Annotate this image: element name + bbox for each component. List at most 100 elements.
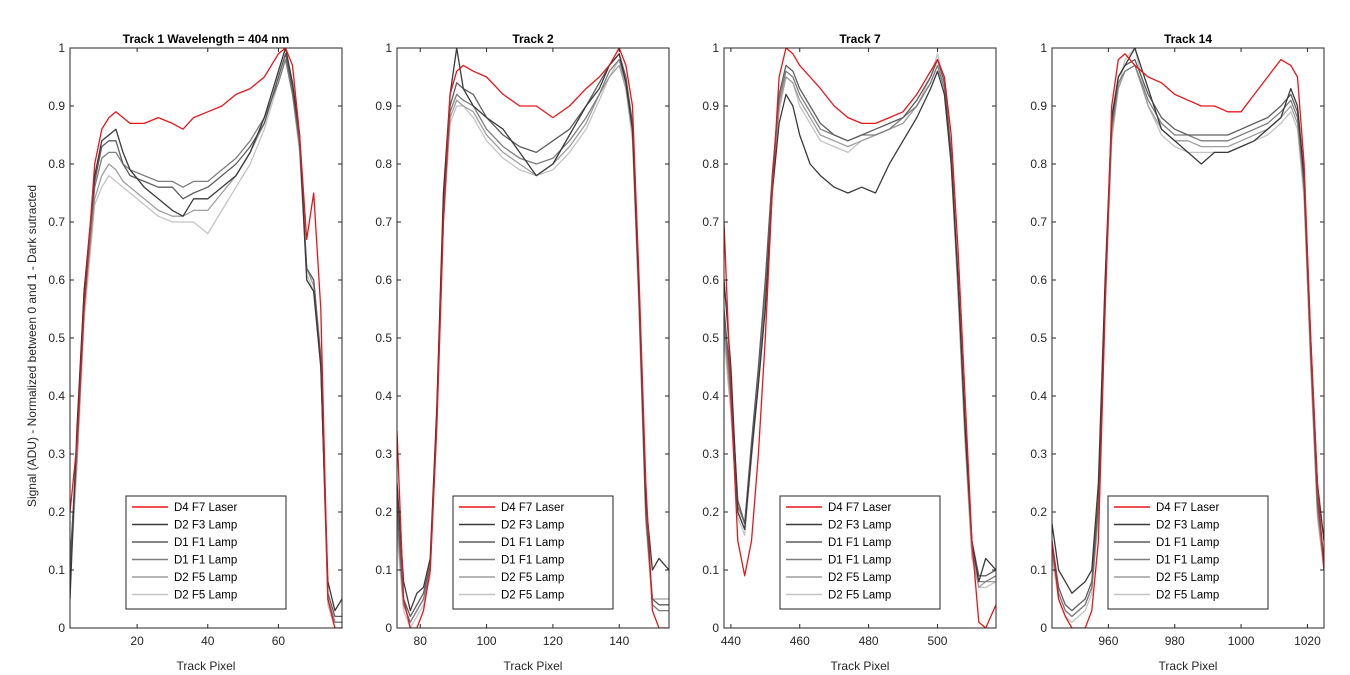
x-tick-label: 480 (859, 634, 879, 648)
series-group (397, 48, 669, 628)
legend-label: D2 F3 Lamp (1156, 520, 1219, 532)
y-tick-label: 0.4 (1030, 389, 1047, 403)
x-axis-label: Track Pixel (831, 659, 890, 673)
series-group (70, 48, 342, 628)
series-line-6 (70, 58, 342, 628)
series-line-4 (1052, 64, 1324, 618)
x-tick-label: 60 (272, 634, 286, 648)
x-tick-label: 1000 (1228, 634, 1255, 648)
series-line-1 (724, 48, 996, 628)
series-group (724, 48, 996, 628)
legend-label: D4 F7 Laser (501, 502, 564, 514)
y-tick-label: 0.8 (48, 157, 65, 171)
legend-label: D1 F1 Lamp (174, 555, 237, 567)
y-tick-label: 0.4 (702, 389, 719, 403)
series-line-1 (70, 48, 342, 628)
y-tick-label: 0.4 (48, 389, 65, 403)
series-group (1052, 48, 1324, 628)
x-tick-label: 40 (201, 634, 215, 648)
x-tick-label: 120 (543, 634, 563, 648)
legend-label: D2 F5 Lamp (1156, 590, 1219, 602)
legend-box (125, 495, 287, 610)
x-tick-label: 460 (790, 634, 810, 648)
y-tick-label: 1 (712, 41, 719, 55)
legend-box (452, 495, 614, 610)
panel-title: Track 14 (1164, 32, 1212, 46)
y-tick-label: 0.8 (1030, 157, 1047, 171)
y-tick-label: 0.5 (702, 331, 719, 345)
legend-box (779, 495, 941, 610)
x-tick-label: 440 (721, 634, 741, 648)
y-tick-label: 0.8 (375, 157, 392, 171)
y-tick-label: 0.7 (702, 215, 719, 229)
series-line-2 (397, 48, 669, 612)
x-axis-label: Track Pixel (504, 659, 563, 673)
figure-ylabel: Signal (ADU) - Normalized between 0 and … (25, 185, 39, 507)
y-tick-label: 0.1 (702, 563, 719, 577)
series-line-2 (70, 48, 342, 612)
x-tick-label: 140 (609, 634, 629, 648)
legend-label: D2 F3 Lamp (174, 520, 237, 532)
panel-4: 0 0.1 0.2 0.3 0.4 0.5 0.6 0.7 0.8 0.9 1 960 980 1000 1… (1030, 32, 1325, 673)
x-axis-label: Track Pixel (177, 659, 236, 673)
y-tick-label: 0.6 (375, 273, 392, 287)
y-tick-label: 0.6 (702, 273, 719, 287)
series-line-1 (1052, 53, 1324, 628)
y-tick-label: 0 (385, 621, 392, 635)
legend-label: D2 F5 Lamp (174, 572, 237, 584)
legend: D4 F7 Laser D2 F3 Lamp D1 F1 Lamp D1 F1 Lam… (452, 495, 614, 610)
legend-label: D2 F5 Lamp (501, 572, 564, 584)
y-tick-label: 0.5 (375, 331, 392, 345)
legend-label: D2 F5 Lamp (501, 590, 564, 602)
legend-label: D1 F1 Lamp (501, 555, 564, 567)
y-tick-label: 0.2 (1030, 505, 1047, 519)
legend-label: D4 F7 Laser (828, 502, 891, 514)
panel-2: 0 0.1 0.2 0.3 0.4 0.5 0.6 0.7 0.8 0.9 1 80 100 120 140… (375, 32, 670, 673)
y-tick-label: 1 (1040, 41, 1047, 55)
x-axis-label: Track Pixel (1159, 659, 1218, 673)
legend-label: D4 F7 Laser (174, 502, 237, 514)
y-tick-label: 0.9 (375, 99, 392, 113)
legend-label: D1 F1 Lamp (828, 537, 891, 549)
y-tick-label: 0.5 (1030, 331, 1047, 345)
legend-label: D2 F5 Lamp (828, 590, 891, 602)
x-tick-label: 500 (927, 634, 947, 648)
panel-title: Track 7 (839, 32, 881, 46)
y-tick-label: 0.6 (48, 273, 65, 287)
series-line-6 (1052, 48, 1324, 623)
series-line-2 (724, 70, 996, 583)
y-tick-label: 0.1 (48, 563, 65, 577)
legend-label: D4 F7 Laser (1156, 502, 1219, 514)
y-tick-label: 0 (58, 621, 65, 635)
panel-1: 0 0.1 0.2 0.3 0.4 0.5 0.6 0.7 0.8 0.9 1 20 40 60 Track… (48, 32, 343, 673)
legend: D4 F7 Laser D2 F3 Lamp D1 F1 Lamp D1 F1 Lam… (779, 495, 941, 610)
y-tick-label: 0.6 (1030, 273, 1047, 287)
x-tick-label: 980 (1165, 634, 1185, 648)
y-tick-label: 0.2 (702, 505, 719, 519)
y-tick-label: 0.3 (702, 447, 719, 461)
y-tick-label: 0.1 (1030, 563, 1047, 577)
legend: D4 F7 Laser D2 F3 Lamp D1 F1 Lamp D1 F1 Lam… (1107, 495, 1269, 610)
legend-label: D2 F5 Lamp (828, 572, 891, 584)
legend-label: D2 F3 Lamp (501, 520, 564, 532)
legend-label: D1 F1 Lamp (1156, 537, 1219, 549)
x-tick-label: 1020 (1294, 634, 1321, 648)
y-tick-label: 0.1 (375, 563, 392, 577)
legend-label: D2 F5 Lamp (1156, 572, 1219, 584)
y-tick-label: 0.5 (48, 331, 65, 345)
legend-label: D1 F1 Lamp (501, 537, 564, 549)
y-tick-label: 0.3 (375, 447, 392, 461)
series-line-2 (1052, 48, 1324, 594)
x-tick-label: 960 (1098, 634, 1118, 648)
x-tick-label: 80 (414, 634, 428, 648)
legend-label: D2 F5 Lamp (174, 590, 237, 602)
panel-3: 0 0.1 0.2 0.3 0.4 0.5 0.6 0.7 0.8 0.9 1 440 460 480 50… (702, 32, 997, 673)
legend-label: D1 F1 Lamp (828, 555, 891, 567)
legend-label: D2 F3 Lamp (828, 520, 891, 532)
y-tick-label: 0 (712, 621, 719, 635)
panel-title: Track 1 Wavelength = 404 nm (123, 32, 290, 46)
y-tick-label: 0.4 (375, 389, 392, 403)
y-tick-label: 0.9 (702, 99, 719, 113)
panels: 0 0.1 0.2 0.3 0.4 0.5 0.6 0.7 0.8 0.9 120 40 60 Track… (48, 32, 1325, 673)
